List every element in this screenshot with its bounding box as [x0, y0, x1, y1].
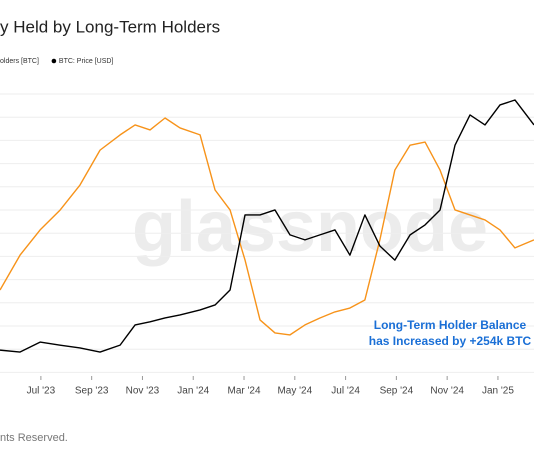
- x-tick-label: Jul '23: [27, 386, 56, 397]
- x-tick-label: Sep '23: [75, 386, 109, 397]
- watermark: glassnode: [132, 187, 488, 267]
- legend-marker: [51, 58, 57, 64]
- x-tick-label: Nov '24: [430, 386, 464, 397]
- x-tick-label: Jan '24: [177, 386, 209, 397]
- x-tick-label: Nov '23: [126, 386, 160, 397]
- series-line: [0, 99, 534, 353]
- chart-title: y Held by Long-Term Holders: [0, 17, 220, 36]
- annotation: Long-Term Holder Balance: [374, 318, 527, 332]
- series-line: [0, 117, 534, 336]
- x-tick-label: Jul '24: [331, 386, 360, 397]
- x-tick-label: Jan '25: [482, 386, 514, 397]
- annotation: has Increased by +254k BTC: [369, 334, 532, 348]
- x-tick-label: Sep '24: [380, 386, 414, 397]
- x-tick-label: May '24: [277, 386, 312, 397]
- legend-label: olders [BTC]: [0, 58, 39, 65]
- legend-label: BTC: Price [USD]: [59, 58, 114, 65]
- footer: nts Reserved.: [0, 432, 68, 444]
- x-tick-label: Mar '24: [227, 386, 260, 397]
